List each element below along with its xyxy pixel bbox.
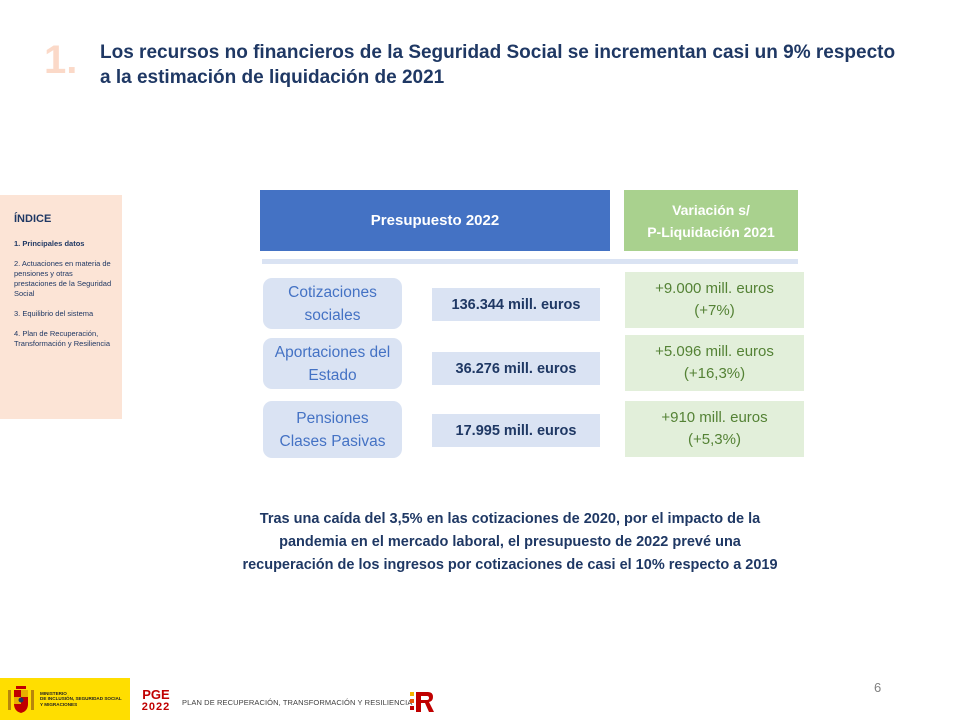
row-variation-pensiones: +910 mill. euros (+5,3%) (625, 401, 804, 457)
row-label-line2: Clases Pasivas (279, 432, 386, 450)
index-sidebar: ÍNDICE 1. Principales datos 2. Actuacion… (0, 195, 122, 419)
header-divider (262, 259, 798, 264)
ministry-line2: DE INCLUSIÓN, SEGURIDAD SOCIAL (40, 696, 122, 702)
row-label-line2: sociales (304, 306, 361, 324)
row-label-line1: Cotizaciones (288, 283, 377, 301)
pge-logo: PGE 2022 (138, 688, 174, 716)
row-label-line2: Estado (308, 366, 357, 384)
variation-header-line2: P-Liquidación 2021 (647, 223, 775, 240)
section-number: 1. (44, 38, 78, 82)
row-label-line1: Aportaciones del (274, 343, 391, 361)
row-variation-amount: +910 mill. euros (661, 409, 768, 426)
page-title: Los recursos no financieros de la Seguri… (100, 42, 896, 88)
index-item-actuaciones-pensiones[interactable]: 2. Actuaciones en materia de pensiones y… (14, 259, 112, 298)
row-variation-percent: (+16,3%) (683, 365, 746, 382)
summary-text: Tras una caída del 3,5% en las cotizacio… (200, 508, 820, 577)
ministry-line1: MINISTERIO (40, 690, 67, 696)
row-label-line1: Pensiones (296, 409, 369, 427)
row-variation-amount: +9.000 mill. euros (655, 280, 774, 297)
ministry-logo: MINISTERIO DE INCLUSIÓN, SEGURIDAD SOCIA… (0, 678, 130, 720)
row-value-aportaciones: 36.276 mill. euros (432, 352, 600, 385)
page-number: 6 (874, 680, 882, 695)
budget-header: Presupuesto 2022 (260, 190, 610, 251)
row-variation-amount: +5.096 mill. euros (655, 343, 774, 360)
row-value-cotizaciones: 136.344 mill. euros (432, 288, 600, 321)
summary-line3: recuperación de los ingresos por cotizac… (242, 557, 778, 573)
summary-line1: Tras una caída del 3,5% en las cotizacio… (259, 511, 761, 527)
ministry-line3: Y MIGRACIONES (40, 701, 78, 707)
index-item-principales-datos[interactable]: 1. Principales datos (14, 239, 85, 248)
row-label-aportaciones: Aportaciones del Estado (263, 338, 402, 389)
row-label-pensiones: Pensiones Clases Pasivas (263, 401, 402, 458)
row-label-cotizaciones: Cotizaciones sociales (263, 278, 402, 329)
variation-header: Variación s/ P-Liquidación 2021 (624, 190, 798, 251)
row-variation-aportaciones: +5.096 mill. euros (+16,3%) (625, 335, 804, 391)
summary-line2: pandemia en el mercado laboral, el presu… (279, 534, 741, 550)
budget-header-label: Presupuesto 2022 (370, 212, 500, 229)
recovery-plan-logo-icon (410, 692, 434, 712)
ministry-name: MINISTERIO DE INCLUSIÓN, SEGURIDAD SOCIA… (40, 691, 126, 708)
row-variation-cotizaciones: +9.000 mill. euros (+7%) (625, 272, 804, 328)
pge-logo-year: 2022 (141, 701, 171, 713)
index-item-equilibrio-sistema[interactable]: 3. Equilibrio del sistema (14, 309, 94, 318)
row-value-pensiones: 17.995 mill. euros (432, 414, 600, 447)
variation-header-line1: Variación s/ (672, 201, 750, 218)
index-item-plan-recuperacion[interactable]: 4. Plan de Recuperación, Transformación … (14, 329, 111, 348)
row-variation-percent: (+7%) (694, 302, 735, 319)
footer-plan-text: PLAN DE RECUPERACIÓN, TRANSFORMACIÓN Y R… (182, 698, 413, 707)
row-variation-percent: (+5,3%) (688, 431, 741, 448)
index-title: ÍNDICE (14, 213, 52, 225)
coat-of-arms-icon (8, 686, 34, 713)
pge-logo-top: PGE (142, 687, 170, 702)
